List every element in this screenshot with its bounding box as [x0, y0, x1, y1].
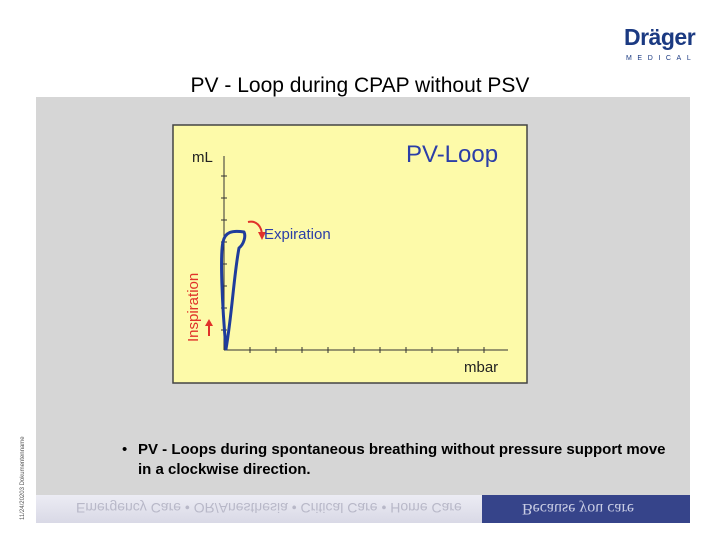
inspiration-arrowhead [205, 319, 213, 326]
bullet-text: PV - Loops during spontaneous breathing … [138, 441, 666, 478]
footer-brand-block [482, 495, 690, 523]
drager-logo: Dräger MEDICAL [622, 24, 697, 68]
inspiration-label: Inspiration [185, 273, 202, 342]
diagram-background [172, 124, 528, 384]
pv-loop-curve [220, 229, 247, 351]
y-axis-label: mL [192, 149, 213, 166]
side-footnote: 11/24/20203 Dokumentenname [20, 436, 26, 520]
diagram-heading: PV-Loop [406, 141, 498, 168]
expiration-arrowhead [258, 232, 266, 240]
footer-strip [36, 495, 482, 523]
bullet-marker: • [122, 441, 128, 458]
x-axis-label: mbar [464, 359, 498, 376]
slide-title: PV - Loop during CPAP without PSV [190, 74, 530, 97]
footer-brand-text: Because you care [522, 500, 634, 517]
x-axis-ticks [249, 347, 485, 353]
expiration-label: Expiration [264, 226, 331, 243]
pv-loop-diagram: PV-Loop mL mbar Expiration Inspiration [172, 124, 528, 384]
footer-tagline: Emergency Care • OR/Anesthesia • Critica… [76, 500, 462, 516]
logo-subtitle: MEDICAL [626, 55, 697, 62]
logo-wordmark: Dräger [624, 24, 696, 50]
